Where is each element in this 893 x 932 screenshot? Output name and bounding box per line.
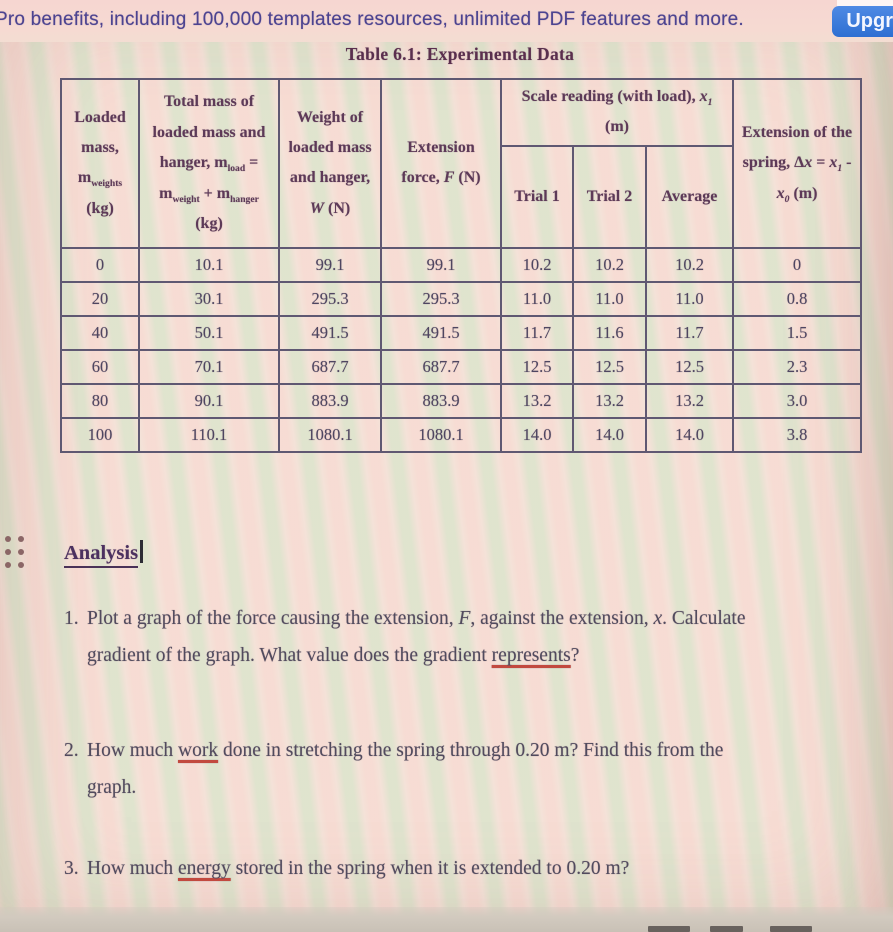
table-cell: 80 bbox=[60, 382, 140, 419]
table-cell: 12.5 bbox=[572, 348, 647, 385]
table-cell: 2.3 bbox=[732, 348, 863, 385]
table-cell: 50.1 bbox=[138, 314, 280, 351]
table-row: 20 30.1 295.3 295.3 11.0 11.0 11.0 0.8 bbox=[60, 280, 863, 317]
table-row: 40 50.1 491.5 491.5 11.7 11.6 11.7 1.5 bbox=[60, 314, 863, 351]
question-1: 1. Plot a graph of the force causing the … bbox=[64, 600, 859, 674]
text-cursor bbox=[140, 540, 143, 563]
table-cell: 12.5 bbox=[644, 348, 735, 385]
table-cell: 1080.1 bbox=[278, 416, 382, 453]
table-cell: 99.1 bbox=[380, 246, 502, 283]
table-cell: 3.8 bbox=[732, 416, 863, 453]
table-cell: 60 bbox=[60, 348, 140, 385]
table-cell: 14.0 bbox=[644, 416, 735, 453]
column-header-weight: Weight of loaded mass and hanger, W (N) bbox=[278, 78, 382, 249]
analysis-heading: Analysis bbox=[64, 542, 139, 568]
table-cell: 14.0 bbox=[572, 416, 647, 453]
column-header-loaded-mass: Loaded mass, mweights (kg) bbox=[60, 78, 140, 249]
column-header-trial1: Trial 1 bbox=[500, 144, 574, 249]
question-2-number: 2. bbox=[64, 740, 79, 761]
table-cell: 110.1 bbox=[138, 416, 280, 453]
table-cell: 30.1 bbox=[138, 280, 280, 317]
table-row: 60 70.1 687.7 687.7 12.5 12.5 12.5 2.3 bbox=[60, 348, 863, 385]
question-2: 2. How much work done in stretching the s… bbox=[64, 732, 859, 806]
table-cell: 11.6 bbox=[572, 314, 647, 351]
table-row: 80 90.1 883.9 883.9 13.2 13.2 13.2 3.0 bbox=[60, 382, 863, 419]
table-cell: 10.2 bbox=[572, 246, 647, 283]
question-3: 3. How much energy stored in the spring w… bbox=[64, 850, 859, 887]
table-row: 100 110.1 1080.1 1080.1 14.0 14.0 14.0 3.8 bbox=[60, 416, 863, 453]
table-cell: 13.2 bbox=[500, 382, 574, 419]
upgrade-button[interactable]: Upgr bbox=[832, 6, 893, 37]
question-3-text: How much energy stored in the spring whe… bbox=[87, 858, 630, 879]
table-cell: 1.5 bbox=[732, 314, 863, 351]
table-cell: 491.5 bbox=[380, 314, 502, 351]
table-cell: 11.7 bbox=[500, 314, 574, 351]
bottom-edge-strip bbox=[0, 907, 893, 932]
column-header-scale-reading: Scale reading (with load), x1 (m) bbox=[499, 78, 735, 147]
column-header-extension-force: Extension force, F (N) bbox=[380, 78, 502, 249]
table-cell: 11.0 bbox=[572, 280, 647, 317]
promo-banner: Pro benefits, including 100,000 template… bbox=[0, 0, 893, 42]
table-cell: 0.8 bbox=[732, 280, 863, 317]
column-header-trial2: Trial 2 bbox=[572, 144, 647, 249]
question-1-number: 1. bbox=[64, 608, 79, 629]
table-cell: 20 bbox=[60, 280, 140, 317]
table-title: Table 6.1: Experimental Data bbox=[345, 44, 575, 64]
experimental-data-table: Loaded mass, mweights (kg) Total mass of… bbox=[60, 78, 863, 453]
table-cell: 99.1 bbox=[278, 246, 382, 283]
table-cell: 13.2 bbox=[572, 382, 647, 419]
column-header-extension-spring: Extension of the spring, Δx = x1 - x0 (m… bbox=[732, 78, 863, 249]
bottom-mark bbox=[770, 926, 812, 932]
table-cell: 0 bbox=[60, 246, 140, 283]
table-cell: 14.0 bbox=[500, 416, 574, 453]
table-cell: 90.1 bbox=[138, 382, 280, 419]
question-3-number: 3. bbox=[64, 858, 79, 879]
column-header-average: Average bbox=[644, 144, 735, 249]
table-cell: 10.2 bbox=[500, 246, 574, 283]
table-cell: 3.0 bbox=[732, 382, 863, 419]
column-header-total-mass: Total mass of loaded mass and hanger, ml… bbox=[138, 78, 280, 249]
table-cell: 883.9 bbox=[380, 382, 502, 419]
table-cell: 1080.1 bbox=[380, 416, 502, 453]
table-cell: 687.7 bbox=[380, 348, 502, 385]
table-cell: 687.7 bbox=[278, 348, 382, 385]
table-cell: 100 bbox=[60, 416, 140, 453]
table-cell: 13.2 bbox=[644, 382, 735, 419]
table-cell: 40 bbox=[60, 314, 140, 351]
table-body: 0 10.1 99.1 99.1 10.2 10.2 10.2 0 20 30.1 295.3 295… bbox=[60, 246, 863, 453]
table-cell: 10.2 bbox=[644, 246, 735, 283]
table-cell: 883.9 bbox=[278, 382, 382, 419]
table-cell: 11.0 bbox=[500, 280, 574, 317]
table-cell: 10.1 bbox=[138, 246, 280, 283]
question-1-text: Plot a graph of the force causing the ex… bbox=[87, 608, 746, 666]
table-cell: 295.3 bbox=[278, 280, 382, 317]
table-cell: 295.3 bbox=[380, 280, 502, 317]
window-corner bbox=[837, 0, 893, 9]
table-cell: 491.5 bbox=[278, 314, 382, 351]
table-cell: 11.7 bbox=[644, 314, 735, 351]
table-cell: 11.0 bbox=[644, 280, 735, 317]
table-cell: 70.1 bbox=[138, 348, 280, 385]
drag-handle-icon[interactable] bbox=[0, 536, 24, 568]
table-cell: 0 bbox=[732, 246, 863, 283]
table-row: 0 10.1 99.1 99.1 10.2 10.2 10.2 0 bbox=[60, 246, 863, 283]
bottom-mark bbox=[648, 926, 690, 932]
table-cell: 12.5 bbox=[500, 348, 574, 385]
bottom-mark bbox=[710, 926, 743, 932]
promo-banner-text: Pro benefits, including 100,000 template… bbox=[0, 9, 744, 30]
question-2-text: How much work done in stretching the spr… bbox=[87, 740, 724, 798]
